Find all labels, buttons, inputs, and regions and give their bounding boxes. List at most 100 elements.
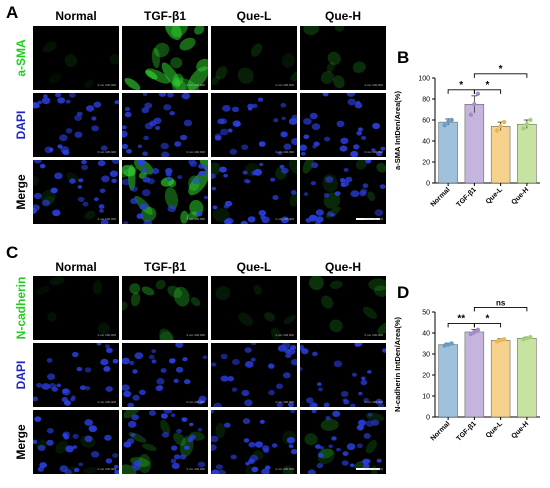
tile-scale-text: 0 um 100,000 [275,400,294,404]
column-header: TGF-β1 [144,9,186,23]
tile-scale-text: 0 um 100,000 [186,467,205,471]
data-point [445,119,451,125]
x-tick-label: Normal [430,186,452,208]
significance-bracket [473,73,528,78]
bar [490,340,511,418]
bar [490,126,511,184]
y-tick-label: 40 [422,331,430,338]
data-point [501,119,507,125]
tile-scale-text: 0 um 100,000 [186,333,205,337]
micrograph-tile: 0 um 100,000 [122,276,208,340]
data-point [472,329,477,335]
panel-label-b: B [397,48,410,67]
micrograph-tile: 0 um 100,000 [33,410,119,474]
micrograph-tile: 0 um 100,000 [300,343,386,407]
column-header: Que-L [236,260,272,274]
data-point [494,339,500,344]
tile-scale-text: 0 um 100,000 [364,217,383,221]
column-header: Que-H [325,260,361,274]
data-point [494,128,500,133]
tile-scale-text: 0 um 100,000 [97,400,116,404]
y-tick-label: 0 [426,181,430,188]
tile-scale-text: 0 um 100,000 [97,217,116,221]
data-point [524,336,530,341]
row-label: DAPI [14,360,28,390]
micrograph-tile: 0 um 100,000 [211,93,297,157]
x-tick-label: TGF-β1 [456,420,478,442]
micrograph-tile: 0 um 100,000 [122,410,208,474]
y-tick-label: 60 [422,118,430,125]
micrograph-tile: 0 um 100,000 [300,410,386,474]
y-tick-label: 10 [422,394,430,401]
significance-label: * [459,80,463,91]
data-point [501,337,507,342]
y-tick-label: 20 [422,160,430,167]
x-tick-label: TGF-β1 [456,186,478,208]
data-point [468,112,474,117]
micrograph-tile: 0 um 100,000 [122,26,208,90]
tile-scale-text: 0 um 100,000 [97,467,116,471]
data-point [468,331,474,337]
micrograph-tile: 0 um 100,000 [122,343,208,407]
bar [438,344,458,418]
micrograph-tile: 0 um 100,000 [33,276,119,340]
data-point [475,91,481,96]
data-point [521,337,526,342]
micrograph-tile: 0 um 100,000 [33,26,119,90]
significance-label: * [499,64,503,75]
tile-scale-text: 0 um 100,000 [364,83,383,87]
tile-scale-text: 0 um 100,000 [186,400,205,404]
column-header: Que-H [325,9,361,23]
tile-scale-text: 0 um 100,000 [364,150,383,154]
panel-label-c: C [6,243,19,262]
y-tick-label: 30 [422,352,430,359]
micrograph-tile: 0 um 100,000 [33,343,119,407]
data-point [449,117,454,123]
bar [438,121,458,184]
micrograph-tile: 0 um 100,000 [211,26,297,90]
bar [517,338,537,418]
micrograph-tile: 0 um 100,000 [211,276,297,340]
data-point [445,342,451,347]
panel-label-d: D [397,283,410,302]
x-tick-label: Que-H [510,186,530,206]
tile-scale-text: 0 um 100,000 [186,83,205,87]
tile-scale-text: 0 um 100,000 [275,333,294,337]
micrograph-tile: 0 um 100,000 [33,160,119,224]
x-tick-label: Normal [430,420,452,442]
data-point [475,327,481,333]
row-label: Merge [14,174,28,210]
column-header: Normal [55,260,97,274]
tile-scale-text: 0 um 100,000 [364,467,383,471]
data-point [472,102,477,107]
significance-label: ** [457,313,465,324]
tile-scale-text: 0 um 100,000 [97,333,116,337]
y-tick-label: 20 [422,373,430,380]
significance-label: * [486,80,490,91]
column-header: Que-L [236,9,272,23]
tile-scale-text: 0 um 100,000 [97,83,116,87]
micrograph-tile: 0 um 100,000 [300,276,386,340]
y-axis-label: a-SMA IntDen/Area(%) [393,91,402,170]
micrograph-tile: 0 um 100,000 [33,93,119,157]
tile-scale-text: 0 um 100,000 [364,333,383,337]
row-label: N-cadherin [14,276,28,340]
micrograph-tile: 0 um 100,000 [211,160,297,224]
bar [464,104,485,184]
y-tick-label: 40 [422,139,430,146]
data-point [442,123,447,128]
x-tick-label: Que-L [485,420,505,440]
tile-scale-text: 0 um 100,000 [186,150,205,154]
x-tick-label: Que-L [485,186,505,206]
tile-scale-text: 0 um 100,000 [364,400,383,404]
bar-chart-d: N-cadherin IntDen/Area(%) 0 10 20 30 40 50 Norm… [393,298,540,443]
x-tick-label: Que-H [510,420,530,440]
significance-bracket [473,306,528,312]
data-point [449,341,454,346]
column-header: TGF-β1 [144,260,186,274]
data-point [498,338,503,343]
tile-scale-text: 0 um 100,000 [275,83,294,87]
micrograph-tile: 0 um 100,000 [122,93,208,157]
micrograph-tile: 0 um 100,000 [211,343,297,407]
significance-bracket [473,322,502,328]
